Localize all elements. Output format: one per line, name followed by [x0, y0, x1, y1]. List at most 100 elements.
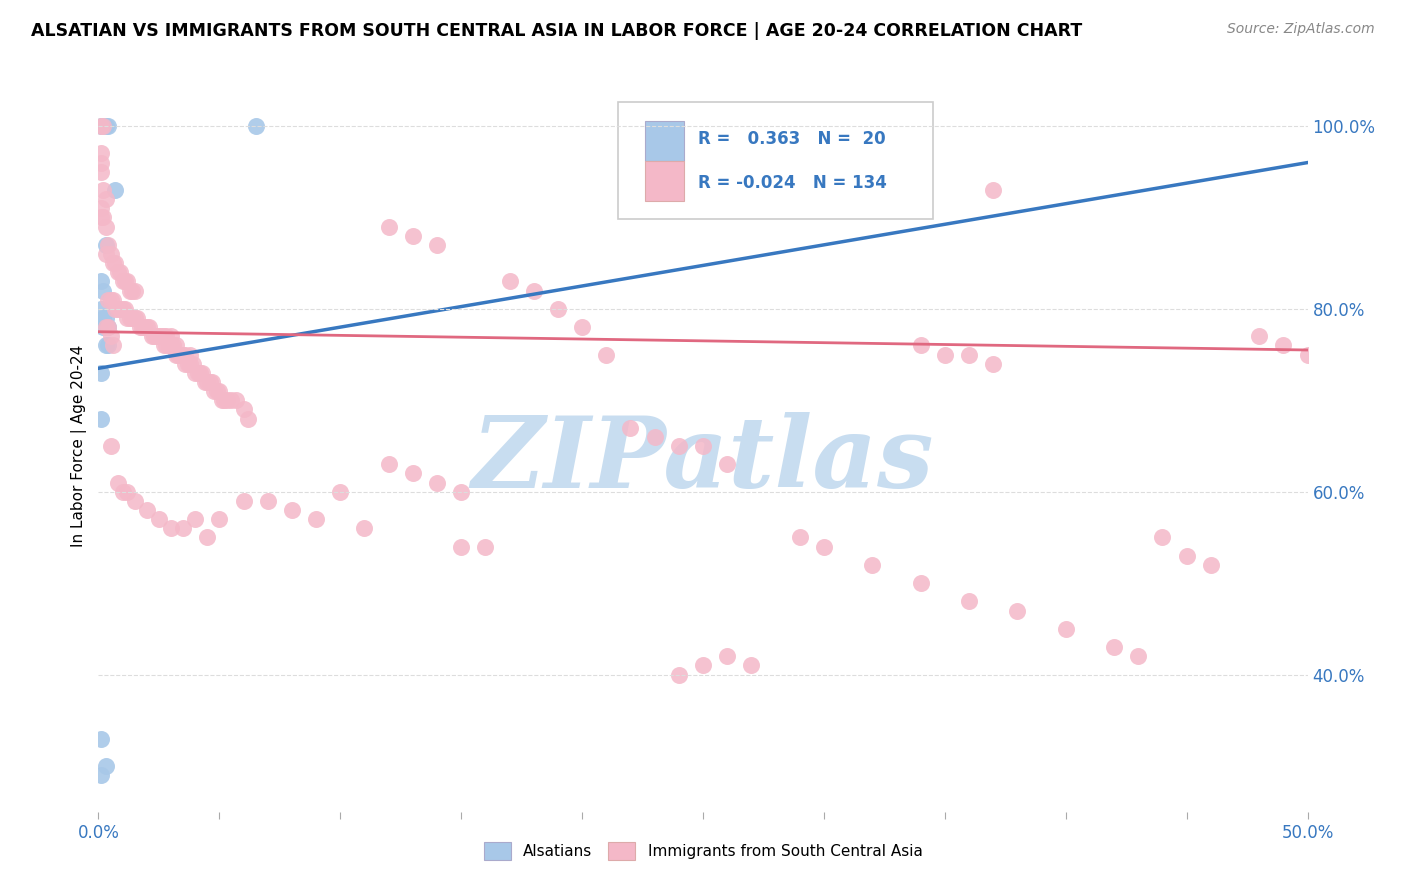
Point: [90, 119, 112, 133]
Point: [124, 310, 146, 325]
Point: [94, 192, 117, 206]
Point: [97, 293, 120, 307]
Point: [162, 338, 184, 352]
Point: [215, 393, 238, 408]
Point: [1296, 348, 1319, 362]
Point: [90, 119, 112, 133]
Point: [94, 310, 117, 325]
Point: [1175, 549, 1198, 563]
Point: [167, 348, 190, 362]
Point: [97, 320, 120, 334]
Point: [377, 458, 399, 472]
Point: [165, 348, 187, 362]
Point: [121, 310, 143, 325]
Point: [281, 503, 304, 517]
Point: [211, 393, 233, 408]
Point: [1007, 604, 1029, 618]
Point: [104, 301, 127, 316]
Point: [141, 329, 163, 343]
Point: [135, 320, 157, 334]
Point: [108, 265, 131, 279]
Point: [121, 284, 143, 298]
Point: [1249, 329, 1271, 343]
Point: [740, 658, 762, 673]
Point: [90, 366, 112, 380]
Point: [94, 219, 117, 234]
Point: [117, 484, 139, 499]
Point: [111, 275, 134, 289]
Point: [155, 338, 177, 352]
Point: [245, 119, 267, 133]
Point: [134, 320, 156, 334]
Point: [177, 357, 200, 371]
Point: [138, 320, 160, 334]
Point: [450, 540, 472, 554]
Point: [174, 357, 197, 371]
Point: [256, 494, 278, 508]
Point: [957, 594, 980, 608]
Point: [1152, 530, 1174, 544]
Point: [94, 247, 117, 261]
Point: [90, 768, 112, 782]
Point: [172, 521, 194, 535]
Point: [90, 211, 112, 225]
Point: [329, 484, 352, 499]
Point: [174, 348, 197, 362]
Point: [155, 329, 177, 343]
Text: ALSATIAN VS IMMIGRANTS FROM SOUTH CENTRAL ASIA IN LABOR FORCE | AGE 20-24 CORREL: ALSATIAN VS IMMIGRANTS FROM SOUTH CENTRA…: [31, 22, 1083, 40]
Point: [90, 301, 112, 316]
Point: [692, 439, 714, 453]
Point: [90, 164, 112, 178]
Point: [101, 293, 124, 307]
Point: [305, 512, 328, 526]
Point: [181, 357, 204, 371]
Point: [127, 310, 149, 325]
Point: [148, 512, 170, 526]
Point: [90, 411, 112, 425]
Point: [716, 458, 738, 472]
Point: [104, 256, 127, 270]
Point: [118, 284, 141, 298]
Point: [91, 119, 114, 133]
Point: [117, 310, 139, 325]
Point: [212, 393, 235, 408]
Point: [571, 320, 593, 334]
Point: [97, 119, 120, 133]
Point: [187, 366, 209, 380]
Point: [107, 475, 129, 490]
Point: [90, 731, 112, 746]
Point: [100, 293, 122, 307]
Point: [225, 393, 247, 408]
Point: [523, 284, 546, 298]
Point: [426, 475, 449, 490]
Point: [188, 366, 211, 380]
Point: [692, 658, 714, 673]
Point: [90, 155, 112, 169]
Point: [179, 348, 201, 362]
Point: [114, 275, 136, 289]
Point: [107, 301, 129, 316]
Point: [198, 375, 221, 389]
Point: [160, 329, 183, 343]
Point: [118, 310, 141, 325]
Point: [204, 384, 226, 399]
Point: [97, 238, 120, 252]
Point: [205, 384, 228, 399]
Point: [789, 530, 811, 544]
Point: [90, 146, 112, 161]
Point: [860, 558, 883, 572]
Text: R = -0.024   N = 134: R = -0.024 N = 134: [699, 174, 887, 192]
Point: [124, 494, 146, 508]
Point: [910, 338, 932, 352]
Point: [619, 420, 641, 434]
Point: [111, 301, 134, 316]
Point: [1054, 622, 1077, 636]
Point: [644, 430, 666, 444]
Point: [238, 411, 260, 425]
Point: [179, 357, 201, 371]
Point: [90, 275, 112, 289]
Point: [547, 301, 569, 316]
Point: [194, 375, 217, 389]
Point: [232, 494, 254, 508]
Point: [195, 375, 218, 389]
